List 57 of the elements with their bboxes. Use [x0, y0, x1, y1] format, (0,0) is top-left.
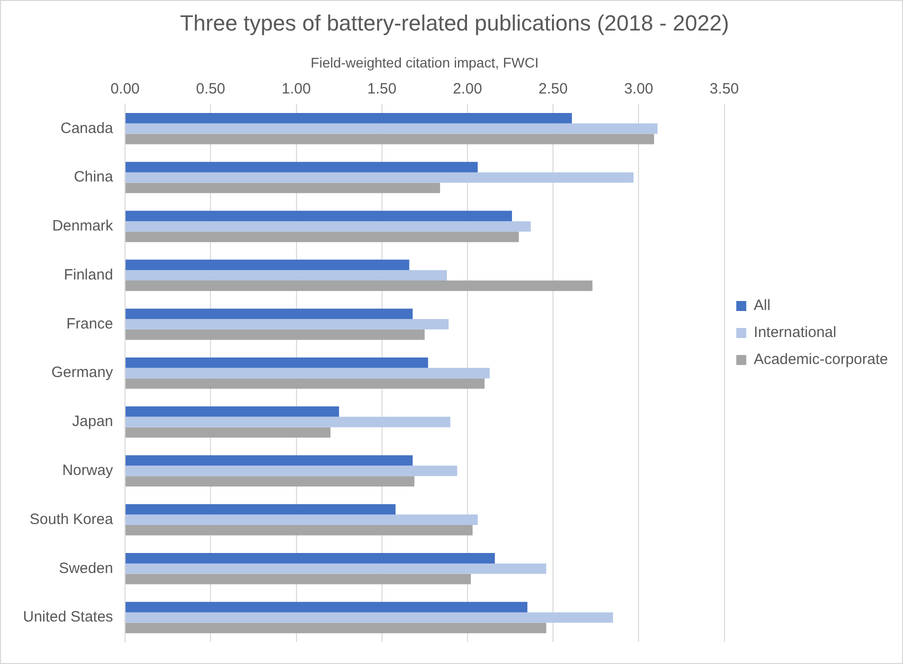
x-tick-label: 1.00 [282, 80, 311, 98]
bar [126, 574, 471, 584]
legend-label: All [754, 297, 770, 314]
x-tick-label: 2.50 [538, 80, 568, 98]
y-tick-label: Denmark [52, 218, 114, 235]
bar [126, 602, 528, 612]
y-tick-label: Canada [60, 120, 114, 137]
bar [126, 466, 458, 476]
bar [126, 553, 495, 564]
bar [126, 524, 473, 536]
bar [126, 514, 478, 525]
x-tick-label: 1.50 [367, 80, 396, 98]
bar [126, 416, 450, 428]
bar [126, 329, 425, 340]
bar [126, 318, 449, 330]
bar [126, 210, 512, 222]
chart-title: Three types of battery-related publications (2018 - 2022) [180, 10, 730, 36]
bar [126, 378, 485, 389]
bar [126, 172, 634, 183]
x-axis-title: Field-weighted citation impact, FWCI [310, 54, 539, 71]
y-tick-label: United States [22, 608, 114, 626]
bar [126, 612, 613, 623]
y-tick-label: Norway [62, 462, 114, 480]
bar [126, 280, 592, 291]
bar [126, 232, 519, 242]
bar [126, 368, 490, 378]
x-tick-label: 0.50 [196, 80, 226, 98]
bar [126, 406, 340, 417]
bar [126, 308, 413, 319]
y-tick-label: Sweden [58, 560, 114, 577]
x-tick-label: 0.00 [110, 80, 140, 98]
y-tick-label: Japan [72, 413, 114, 430]
bar [126, 260, 410, 270]
bar [126, 455, 413, 466]
bar [126, 113, 572, 124]
y-tick-label: South Korea [30, 510, 114, 528]
bar [126, 504, 396, 515]
x-tick-label: 3.00 [624, 80, 654, 98]
y-tick-label: France [66, 315, 114, 332]
y-tick-label: China [74, 168, 114, 186]
bar [126, 622, 546, 634]
bar [126, 357, 428, 368]
y-tick-label: Germany [51, 364, 114, 382]
bar [126, 476, 414, 487]
bar [126, 427, 330, 438]
bar [126, 221, 531, 232]
x-tick-label: 3.50 [710, 80, 739, 98]
bar [126, 123, 658, 134]
bar [126, 563, 546, 574]
bar [126, 134, 654, 144]
bar [126, 270, 447, 281]
y-tick-label: Finland [64, 266, 114, 284]
bar [126, 162, 478, 172]
x-tick-label: 2.00 [452, 80, 482, 98]
legend-label: Academic-corporate [754, 351, 888, 368]
bar [126, 182, 440, 194]
legend-label: International [754, 324, 836, 342]
